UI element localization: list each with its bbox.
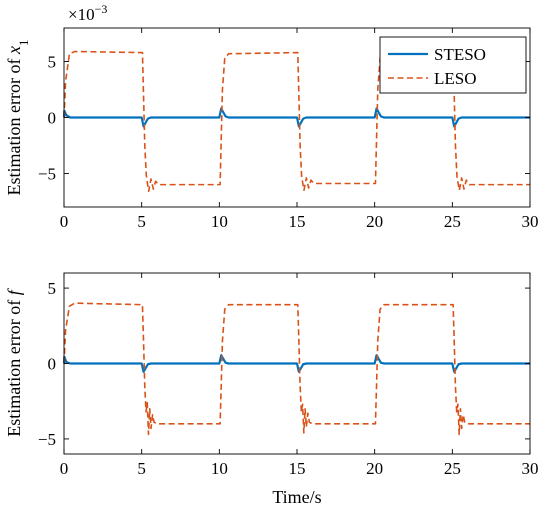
bottom-x-tick-label: 10 bbox=[211, 459, 228, 478]
x-axis-label: Time/s bbox=[272, 487, 321, 507]
top-x-tick-label: 30 bbox=[522, 212, 539, 231]
top-y-tick-label: −5 bbox=[38, 164, 56, 183]
legend-leso-label: LESO bbox=[434, 69, 477, 88]
bottom-x-tick-label: 30 bbox=[522, 459, 539, 478]
bottom-series-steso bbox=[62, 354, 530, 373]
legend-steso-label: STESO bbox=[434, 45, 486, 64]
top-y-tick-label: 5 bbox=[48, 53, 57, 72]
legend-box bbox=[379, 36, 527, 94]
bottom-x-tick-label: 0 bbox=[60, 459, 69, 478]
bottom-panel: 0 5 10 15 20 25 30−505 Estimation error of f T… bbox=[4, 272, 539, 507]
top-x-tick-label: 20 bbox=[366, 212, 383, 231]
top-series-steso bbox=[62, 107, 530, 128]
bottom-y-tick-label: −5 bbox=[38, 430, 56, 449]
top-ticks: 0 5 10 15 20 25 30 −5 0 5 bbox=[38, 28, 539, 231]
top-panel: 0 5 10 15 20 25 30 −5 0 5 ×10−3 Estimation error … bbox=[4, 2, 539, 231]
bottom-x-tick-label: 15 bbox=[289, 459, 306, 478]
top-x-tick-label: 0 bbox=[60, 212, 69, 231]
top-y-axis-label: Estimation error of x1 bbox=[4, 40, 31, 196]
top-x-tick-label: 25 bbox=[444, 212, 461, 231]
bottom-x-tick-label: 25 bbox=[444, 459, 461, 478]
bottom-series-leso bbox=[63, 302, 530, 436]
bottom-x-tick-label: 5 bbox=[137, 459, 146, 478]
bottom-axes-box bbox=[63, 272, 531, 455]
top-exponent-label: ×10−3 bbox=[68, 2, 107, 24]
top-x-tick-label: 10 bbox=[211, 212, 228, 231]
bottom-y-tick-label: 5 bbox=[48, 279, 57, 298]
bottom-y-axis-label: Estimation error of f bbox=[4, 287, 24, 436]
top-x-tick-label: 5 bbox=[137, 212, 146, 231]
bottom-ticks: 0 5 10 15 20 25 30−505 bbox=[38, 273, 539, 478]
top-y-tick-label: 0 bbox=[48, 109, 57, 128]
bottom-y-tick-label: 0 bbox=[48, 355, 57, 374]
top-axes-box bbox=[63, 27, 531, 208]
bottom-x-tick-label: 20 bbox=[366, 459, 383, 478]
bottom-series bbox=[62, 302, 530, 436]
legend: STESO LESO bbox=[379, 36, 527, 94]
top-series bbox=[62, 50, 530, 193]
top-x-tick-label: 15 bbox=[289, 212, 306, 231]
